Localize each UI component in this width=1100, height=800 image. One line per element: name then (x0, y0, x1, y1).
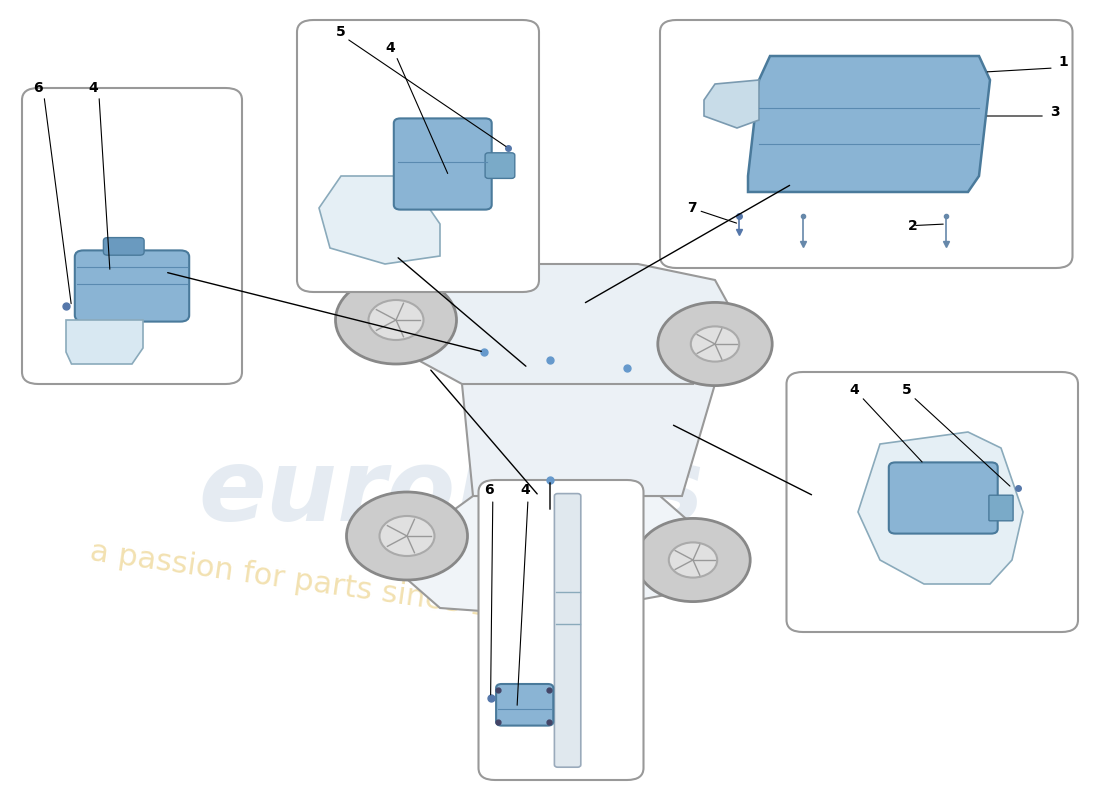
Text: a passion for parts since 1985: a passion for parts since 1985 (88, 537, 549, 630)
Polygon shape (396, 264, 737, 384)
Text: 4: 4 (849, 382, 859, 397)
FancyBboxPatch shape (889, 462, 998, 534)
Polygon shape (385, 496, 715, 616)
Circle shape (379, 516, 434, 556)
Text: 5: 5 (336, 25, 345, 39)
FancyBboxPatch shape (103, 238, 144, 255)
Text: 4: 4 (520, 483, 530, 498)
FancyBboxPatch shape (394, 118, 492, 210)
FancyBboxPatch shape (786, 372, 1078, 632)
Text: 6: 6 (484, 483, 494, 498)
Polygon shape (704, 80, 759, 128)
FancyBboxPatch shape (478, 480, 644, 780)
Circle shape (669, 542, 717, 578)
Circle shape (336, 276, 456, 364)
Polygon shape (858, 432, 1023, 584)
Text: 2: 2 (908, 218, 917, 233)
Text: 5: 5 (902, 382, 912, 397)
FancyBboxPatch shape (297, 20, 539, 292)
FancyBboxPatch shape (989, 495, 1013, 521)
Polygon shape (462, 312, 715, 496)
Text: 1: 1 (1058, 54, 1068, 69)
FancyBboxPatch shape (554, 494, 581, 767)
FancyBboxPatch shape (22, 88, 242, 384)
Text: 6: 6 (33, 81, 43, 95)
Circle shape (368, 300, 424, 340)
Polygon shape (319, 176, 440, 264)
Text: eurobres: eurobres (198, 444, 704, 541)
Polygon shape (748, 56, 990, 192)
Text: 3: 3 (1050, 105, 1060, 119)
Circle shape (658, 302, 772, 386)
Text: 4: 4 (88, 81, 98, 95)
Text: 7: 7 (688, 201, 697, 215)
Circle shape (691, 326, 739, 362)
Text: 4: 4 (385, 41, 395, 55)
Polygon shape (66, 320, 143, 364)
FancyBboxPatch shape (75, 250, 189, 322)
FancyBboxPatch shape (660, 20, 1072, 268)
Circle shape (346, 492, 468, 580)
Circle shape (636, 518, 750, 602)
FancyBboxPatch shape (485, 153, 515, 178)
FancyBboxPatch shape (496, 684, 553, 726)
Polygon shape (484, 296, 693, 384)
